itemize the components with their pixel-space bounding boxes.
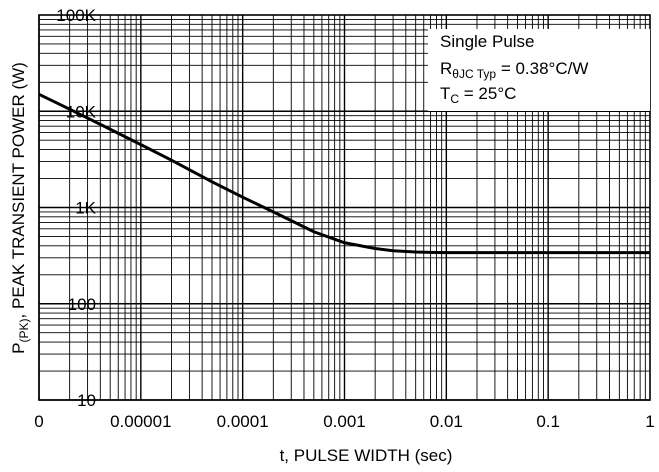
y-tick-label: 100 — [68, 295, 96, 314]
legend: Single Pulse RθJC Typ = 0.38°C/W TC = 25… — [428, 29, 650, 111]
legend-line-2: RθJC Typ = 0.38°C/W — [440, 59, 588, 81]
x-tick-label: 1 — [645, 412, 654, 431]
legend-line-3: TC = 25°C — [440, 84, 516, 106]
series-line — [38, 92, 650, 255]
x-tick-label: 0.00001 — [110, 412, 171, 431]
grid — [38, 15, 650, 401]
legend-line-1: Single Pulse — [440, 32, 535, 51]
x-tick-label: 0.01 — [430, 412, 463, 431]
legend-box — [428, 29, 650, 111]
y-tick-label: 1K — [75, 199, 96, 218]
x-tick-label: 0 — [34, 412, 43, 431]
x-tick-label: 0.1 — [536, 412, 560, 431]
tick-labels: 0 0.00001 0.0001 0.001 0.01 0.1 1101001K10K100… — [34, 6, 654, 431]
x-axis-title: t, PULSE WIDTH (sec) — [280, 446, 453, 465]
y-tick-label: 10K — [66, 102, 97, 121]
x-tick-label: 0.001 — [323, 412, 366, 431]
x-tick-label: 0.0001 — [217, 412, 269, 431]
y-axis-title: P(PK), PEAK TRANSIENT POWER (W) — [9, 62, 31, 354]
plot-frame — [38, 14, 651, 401]
